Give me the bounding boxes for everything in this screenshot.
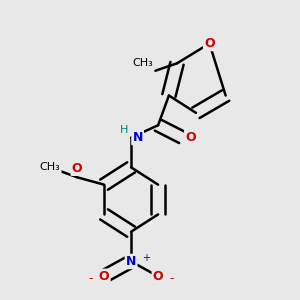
Text: O: O [153, 270, 164, 283]
Text: CH₃: CH₃ [132, 58, 153, 68]
Text: N: N [126, 255, 136, 268]
Text: +: + [142, 253, 150, 263]
Text: -: - [169, 272, 173, 285]
Text: N: N [132, 131, 143, 144]
Text: CH₃: CH₃ [40, 162, 60, 172]
Text: -: - [89, 272, 93, 285]
Text: O: O [99, 270, 110, 283]
Text: O: O [72, 162, 83, 175]
Text: O: O [185, 131, 196, 144]
Text: O: O [204, 37, 215, 50]
Text: H: H [120, 125, 128, 135]
